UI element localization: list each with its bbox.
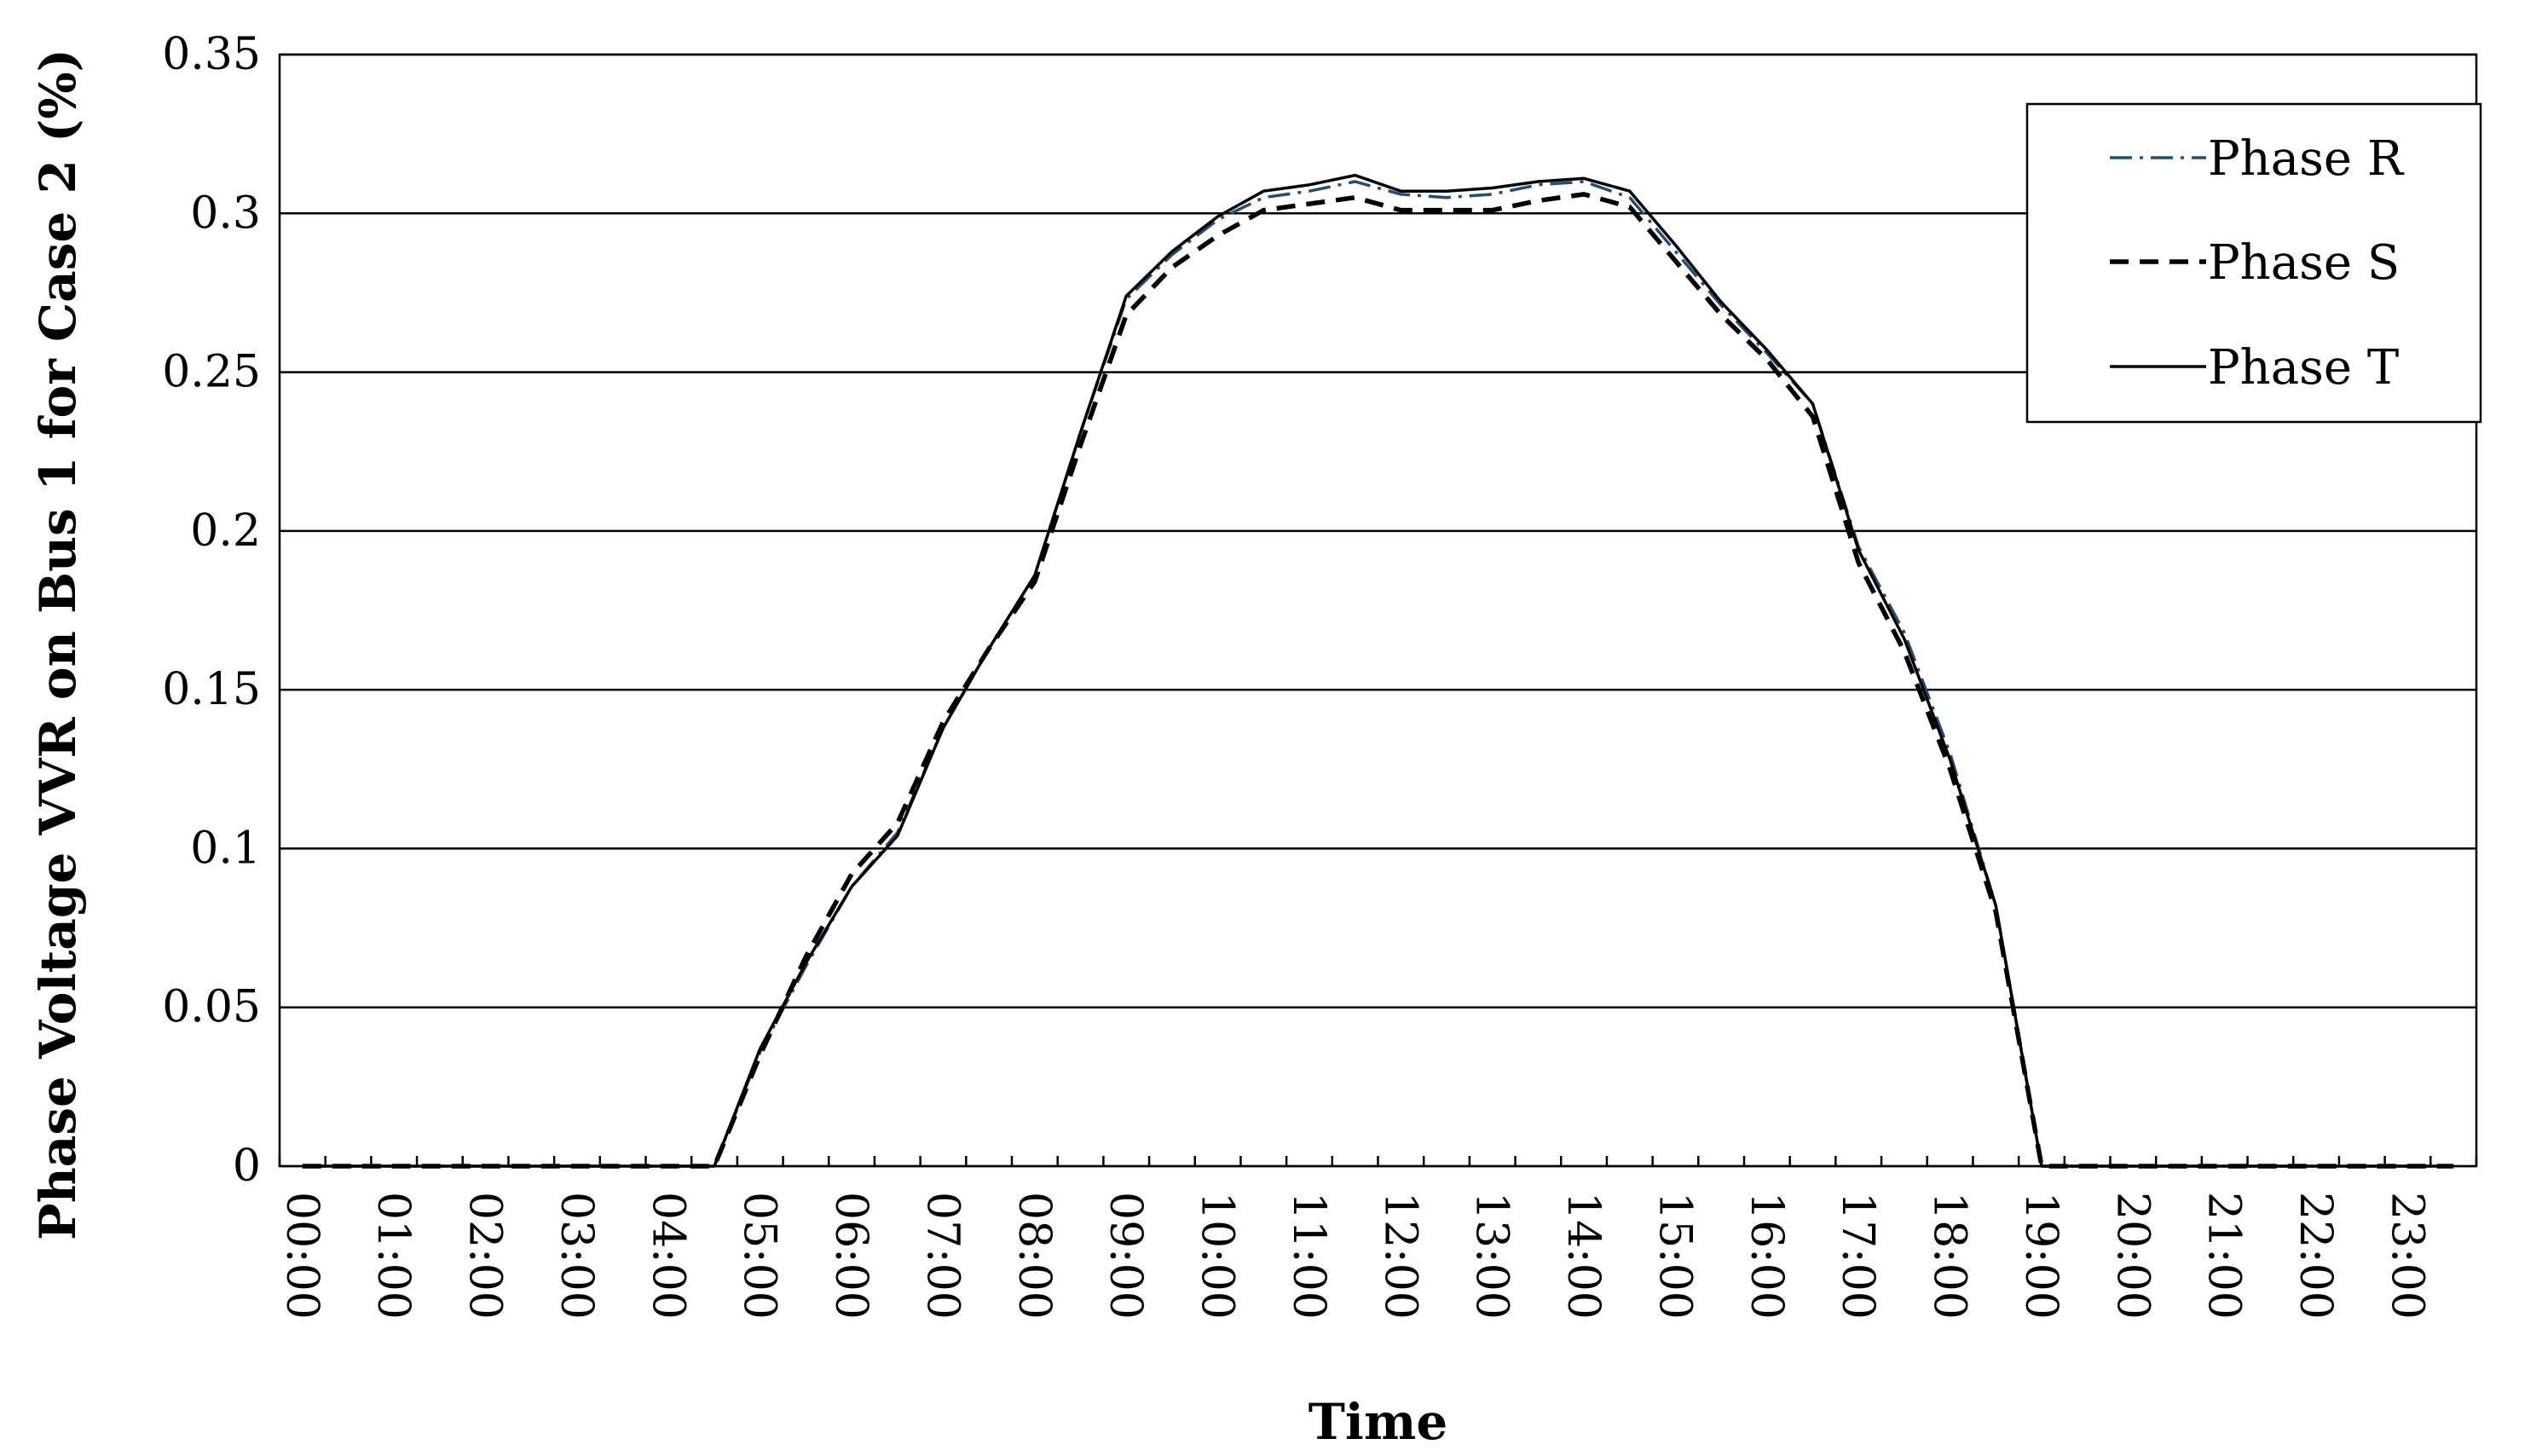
y-tick-label: 0.1 — [190, 823, 261, 874]
x-tick-label: 10:00 — [1192, 1192, 1243, 1320]
x-tick-label: 22:00 — [2290, 1192, 2341, 1320]
x-tick-label: 02:00 — [459, 1192, 511, 1320]
x-axis-title: Time — [1309, 1393, 1447, 1451]
y-tick-label: 0.2 — [190, 506, 261, 557]
grid — [280, 53, 2476, 1168]
legend: Phase R Phase S Phase T — [2025, 102, 2482, 424]
x-tick-label: 04:00 — [642, 1192, 693, 1320]
x-tick-label: 15:00 — [1649, 1192, 1700, 1320]
legend-label: Phase S — [2208, 235, 2400, 291]
y-tick-label: 0.05 — [162, 982, 261, 1033]
x-tick-label: 09:00 — [1100, 1192, 1151, 1320]
y-tick-label: 0 — [233, 1141, 261, 1192]
x-tick-label: 08:00 — [1008, 1192, 1060, 1320]
y-tick-label: 0.15 — [162, 664, 261, 715]
x-tick-label: 05:00 — [734, 1192, 785, 1320]
x-tick-label: 06:00 — [825, 1192, 876, 1320]
x-axis: 00:00 01:00 02:00 03:00 04:00 05:00 06:00 07:00… — [276, 1156, 2478, 1320]
series-line-phase-t — [302, 173, 2454, 1168]
legend-label: Phase R — [2208, 131, 2405, 187]
x-tick-label: 14:00 — [1557, 1192, 1609, 1320]
legend-box — [2025, 102, 2482, 424]
x-tick-label: 12:00 — [1374, 1192, 1425, 1320]
x-tick-label: 01:00 — [367, 1192, 419, 1320]
x-tick-label: 11:00 — [1283, 1192, 1334, 1320]
y-tick-label: 0.35 — [162, 29, 261, 80]
x-tick-label: 00:00 — [276, 1192, 327, 1320]
legend-label: Phase T — [2208, 340, 2399, 396]
y-tick-label: 0.3 — [190, 188, 261, 239]
x-tick-label: 13:00 — [1466, 1192, 1517, 1320]
x-tick-label: 03:00 — [551, 1192, 602, 1320]
y-axis-title: Phase Voltage VVR on Bus 1 for Case 2 (%… — [29, 49, 87, 1240]
x-tick-label: 07:00 — [916, 1192, 968, 1320]
y-tick-label: 0.25 — [162, 347, 261, 398]
x-tick-label: 17:00 — [1832, 1192, 1883, 1320]
x-tick-label: 19:00 — [2015, 1192, 2066, 1320]
x-tick-label: 16:00 — [1741, 1192, 1792, 1320]
y-axis: 0 0.05 0.1 0.15 0.2 0.25 0.3 0.35 — [162, 29, 261, 1192]
x-tick-label: 18:00 — [1924, 1192, 1975, 1320]
x-tick-label: 23:00 — [2381, 1192, 2432, 1320]
x-tick-label: 21:00 — [2198, 1192, 2250, 1320]
x-tick-label: 20:00 — [2106, 1192, 2158, 1320]
series-lines — [302, 173, 2454, 1169]
